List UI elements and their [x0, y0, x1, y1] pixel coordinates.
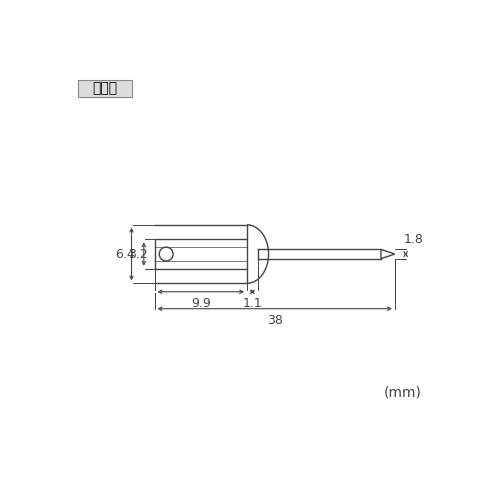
- Text: 9.9: 9.9: [191, 297, 210, 310]
- Text: (mm): (mm): [384, 386, 422, 400]
- Text: 1.1: 1.1: [242, 297, 262, 310]
- Text: 6.4: 6.4: [116, 248, 136, 260]
- Text: 寸法図: 寸法図: [92, 82, 117, 96]
- FancyBboxPatch shape: [78, 80, 132, 97]
- Text: 38: 38: [267, 314, 282, 327]
- Text: 3.2: 3.2: [128, 248, 148, 260]
- Text: 1.8: 1.8: [404, 234, 423, 246]
